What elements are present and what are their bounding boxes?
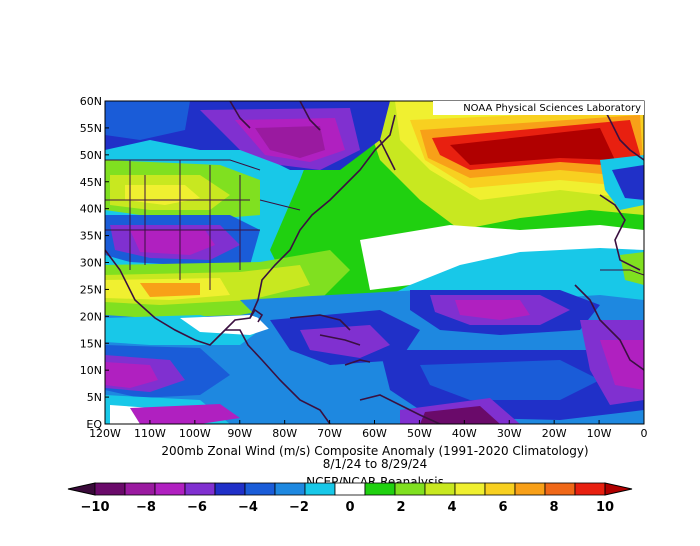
lon-tick-label: 30W: [497, 427, 522, 440]
colorbar-segment: [214, 482, 246, 496]
colorbar-segment: [274, 482, 306, 496]
colorbar-tick-label: −10: [81, 500, 110, 515]
lat-tick-label: 25N: [80, 283, 102, 296]
colorbar-segment: [454, 482, 486, 496]
credit-box: [433, 101, 644, 115]
colorbar-segment: [514, 482, 546, 496]
coastlines: [105, 101, 644, 424]
lon-tick-label: 70W: [317, 427, 342, 440]
lon-tick-label: 90W: [227, 427, 252, 440]
colorbar-segment: [124, 482, 156, 496]
colorbar-segment: [364, 482, 396, 496]
lon-tick-label: 0: [641, 427, 648, 440]
lon-tick-label: 40W: [452, 427, 477, 440]
lon-tick-label: 80W: [272, 427, 297, 440]
date-range: 8/1/24 to 8/29/24: [323, 457, 428, 471]
colorbar-tick-label: −6: [187, 500, 207, 515]
lat-tick-label: 5N: [87, 391, 102, 404]
colorbar-tick-label: 6: [498, 500, 507, 515]
lat-tick-label: 40N: [80, 203, 102, 216]
colorbar-min-arrow: [67, 482, 96, 496]
colorbar: [67, 482, 633, 496]
anomaly-field: [105, 101, 644, 424]
credit-text: NOAA Physical Sciences Laboratory: [463, 103, 641, 114]
colorbar-segment: [94, 482, 126, 496]
lat-tick-label: 10N: [80, 364, 102, 377]
lat-tick-label: 55N: [80, 122, 102, 135]
colorbar-segment: [304, 482, 336, 496]
colorbar-tick-label: 0: [345, 500, 354, 515]
borders: [105, 159, 644, 290]
lon-tick-label: 50W: [407, 427, 432, 440]
lat-tick-label: EQ: [86, 418, 102, 431]
lon-tick-label: 100W: [179, 427, 211, 440]
lon-tick-label: 10W: [587, 427, 612, 440]
colorbar-tick-label: −4: [238, 500, 258, 515]
colorbar-segment: [424, 482, 456, 496]
colorbar-segment: [544, 482, 576, 496]
lat-tick-label: 35N: [80, 230, 102, 243]
colorbar-labels: −10 −8 −6 −4 −2 0 2 4 6 8 10: [81, 500, 615, 515]
lat-tick-label: 50N: [80, 149, 102, 162]
colorbar-tick-label: −8: [136, 500, 156, 515]
colorbar-tick-label: 8: [549, 500, 558, 515]
longitude-axis: 120W 110W 100W 90W 80W 70W 60W 50W 40W 30W 20W 10W 0: [89, 420, 648, 440]
lon-tick-label: 60W: [362, 427, 387, 440]
lat-tick-label: 45N: [80, 176, 102, 189]
colorbar-tick-label: −2: [289, 500, 309, 515]
colorbar-max-arrow: [604, 482, 633, 496]
chart-title: 200mb Zonal Wind (m/s) Composite Anomaly…: [161, 444, 588, 458]
colorbar-segment: [154, 482, 186, 496]
colorbar-segment: [394, 482, 426, 496]
colorbar-segment: [574, 482, 606, 496]
colorbar-tick-label: 10: [596, 500, 614, 515]
lon-tick-label: 20W: [542, 427, 567, 440]
lat-tick-label: 30N: [80, 257, 102, 270]
lon-tick-label: 110W: [134, 427, 166, 440]
lon-tick-label: 120W: [89, 427, 121, 440]
colorbar-segment: [184, 482, 216, 496]
colorbar-segment: [484, 482, 516, 496]
lat-tick-label: 15N: [80, 337, 102, 350]
colorbar-tick-label: 4: [447, 500, 456, 515]
colorbar-tick-label: 2: [396, 500, 405, 515]
lat-tick-label: 20N: [80, 310, 102, 323]
latitude-axis: 60N 55N 50N 45N 40N 35N 30N 25N 20N 15N 10N 5N EQ: [80, 95, 109, 431]
colorbar-segment: [244, 482, 276, 496]
colorbar-segment: [334, 482, 366, 496]
lat-tick-label: 60N: [80, 95, 102, 108]
